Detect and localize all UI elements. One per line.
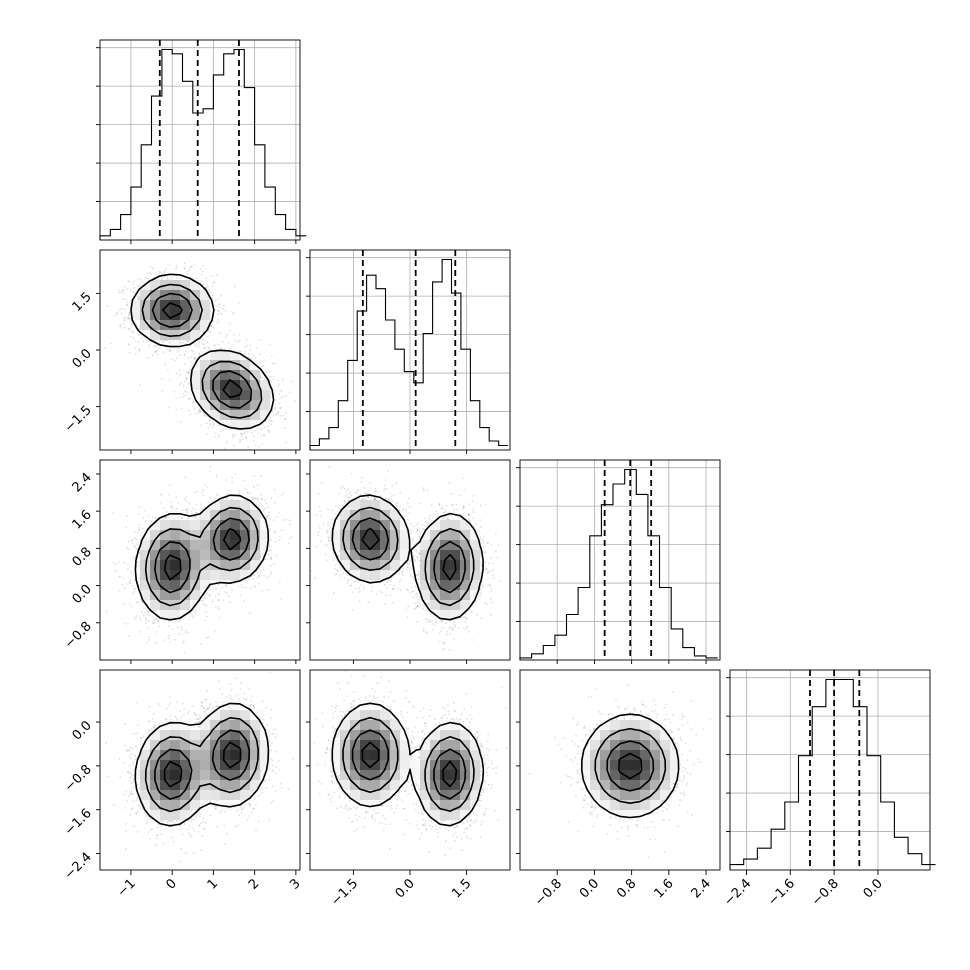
y-tick-label: 0.0 bbox=[70, 582, 95, 607]
hist-panel-0 bbox=[96, 39, 307, 241]
contour-level bbox=[342, 506, 475, 607]
x-tick-label: 0.0 bbox=[393, 876, 418, 901]
contour-level bbox=[331, 702, 485, 827]
contour-level bbox=[144, 717, 259, 813]
x-tick-label: −1 bbox=[115, 876, 139, 900]
y-tick-label: 0.8 bbox=[70, 545, 95, 570]
x-tick-label: −0.8 bbox=[809, 876, 842, 909]
contour-level bbox=[154, 729, 251, 800]
contour-level bbox=[151, 292, 253, 409]
contour-level bbox=[618, 752, 643, 780]
histogram-step-0 bbox=[99, 48, 307, 240]
x-tick-label: 0.0 bbox=[577, 876, 602, 901]
contour-level bbox=[163, 528, 242, 581]
contour-level bbox=[351, 729, 467, 800]
scatter-panel-3-1 bbox=[309, 669, 511, 871]
contour-level bbox=[154, 517, 250, 594]
y-tick-label: 1.5 bbox=[70, 290, 95, 315]
scatter-panel-1-0 bbox=[99, 249, 301, 451]
panel-frame bbox=[99, 39, 301, 241]
density-contours bbox=[331, 702, 485, 827]
y-tick-label: 0.0 bbox=[70, 346, 95, 371]
y-tick-label: 1.6 bbox=[70, 507, 95, 532]
x-tick-label: 2.4 bbox=[689, 876, 714, 901]
x-tick-label: −1.6 bbox=[765, 876, 798, 909]
x-tick-label: 0.8 bbox=[614, 876, 639, 901]
y-tick-label: −0.8 bbox=[62, 619, 95, 652]
contour-level bbox=[342, 716, 475, 812]
histogram-step-3 bbox=[729, 678, 936, 870]
hist-panel-1 bbox=[306, 249, 511, 451]
x-tick-label: 3 bbox=[287, 876, 303, 892]
scatter-panel-2-0 bbox=[99, 459, 301, 661]
contour-level bbox=[134, 494, 270, 621]
x-tick-label: −0.8 bbox=[532, 876, 565, 909]
x-tick-label: −1.5 bbox=[328, 876, 361, 909]
density-shading bbox=[130, 280, 271, 431]
density-contours bbox=[134, 494, 270, 621]
density-contours bbox=[134, 702, 270, 827]
panel-frame bbox=[99, 669, 301, 871]
panel-frame bbox=[729, 669, 931, 871]
scatter-panel-3-0 bbox=[99, 669, 301, 871]
x-tick-label: 1.5 bbox=[449, 876, 474, 901]
contour-level bbox=[163, 741, 242, 788]
y-tick-label: −0.8 bbox=[62, 762, 95, 795]
density-contours bbox=[331, 494, 484, 621]
density-contours bbox=[581, 713, 680, 819]
contour-level bbox=[134, 702, 270, 827]
histogram-step-1 bbox=[309, 258, 509, 450]
contour-level bbox=[361, 527, 457, 581]
contour-level bbox=[144, 506, 259, 607]
y-tick-label: −2.4 bbox=[62, 850, 95, 883]
y-tick-label: 0.0 bbox=[70, 718, 95, 743]
y-tick-label: 2.4 bbox=[70, 470, 95, 495]
contour-level bbox=[361, 741, 458, 788]
contour-level bbox=[581, 713, 680, 819]
panel-frame bbox=[519, 669, 721, 871]
histogram-step-2 bbox=[519, 468, 718, 660]
x-tick-label: −2.4 bbox=[721, 876, 754, 909]
scatter-panel-2-1 bbox=[309, 459, 511, 661]
x-tick-label: 2 bbox=[246, 876, 262, 892]
panel-frame bbox=[99, 459, 301, 661]
x-tick-label: 0 bbox=[164, 876, 180, 892]
y-tick-label: −1.6 bbox=[62, 806, 95, 839]
contour-level bbox=[141, 283, 263, 419]
contour-level bbox=[331, 494, 484, 621]
panel-frame bbox=[519, 459, 721, 661]
hist-panel-2 bbox=[516, 459, 721, 661]
scatter-panel-3-2 bbox=[519, 669, 721, 871]
hist-panel-3 bbox=[726, 669, 936, 871]
x-tick-label: 1.6 bbox=[651, 876, 676, 901]
contour-level bbox=[162, 302, 243, 399]
x-tick-label: 0.0 bbox=[861, 876, 886, 901]
contour-level bbox=[130, 273, 275, 430]
x-tick-label: 1 bbox=[205, 876, 221, 892]
contour-level bbox=[606, 740, 655, 792]
contour-level bbox=[351, 517, 466, 594]
y-tick-label: −1.5 bbox=[62, 403, 95, 436]
density-contours bbox=[130, 273, 275, 430]
contour-level bbox=[594, 727, 667, 804]
